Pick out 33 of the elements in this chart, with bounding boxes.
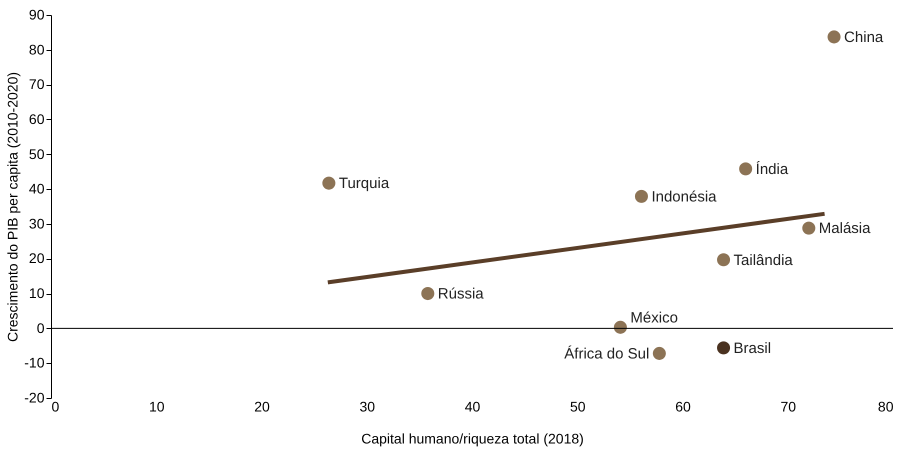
x-axis-title: Capital humano/riqueza total (2018)	[361, 430, 584, 446]
annotation: África do Sul	[564, 344, 650, 362]
x-tick-label: 20	[254, 398, 270, 414]
annotation: Indonésia	[651, 188, 718, 206]
x-tick-label: 30	[359, 398, 376, 414]
y-tick-label: 40	[28, 180, 45, 197]
annotation: Índia	[756, 160, 789, 178]
x-tick-label: 40	[464, 398, 480, 414]
annotation: Rússia	[438, 286, 484, 303]
y-tick-label: 20	[28, 250, 45, 266]
x-tick-label: 70	[780, 398, 796, 414]
y-tick-label: 80	[28, 41, 45, 58]
y-tick-label: 30	[28, 215, 45, 232]
x-tick-label: 0	[52, 398, 60, 414]
y-tick-label: 60	[28, 110, 45, 127]
annotation: Brasil	[734, 340, 772, 357]
y-tick-label: 70	[28, 76, 45, 92]
annotation: Malásia	[818, 220, 872, 238]
annotation: China	[844, 28, 884, 46]
y-tick-label: -10	[24, 354, 45, 371]
y-tick-label: 50	[28, 146, 45, 162]
x-tick-label: 10	[148, 398, 165, 414]
y-tick-label: 10	[28, 285, 45, 302]
annotation: Turquia	[338, 175, 390, 192]
y-tick-label: 0	[36, 320, 45, 336]
y-tick-label: 90	[28, 6, 45, 22]
x-tick-label: 50	[570, 398, 586, 414]
y-axis-title: Crescimento do PIB per capita (2010-2020)	[4, 72, 20, 342]
annotation: Tailândia	[734, 252, 794, 269]
annotation: México	[630, 309, 678, 326]
x-tick-label: 60	[675, 398, 691, 414]
x-tick-label: 80	[878, 398, 894, 414]
y-tick-label: -20	[24, 390, 45, 406]
